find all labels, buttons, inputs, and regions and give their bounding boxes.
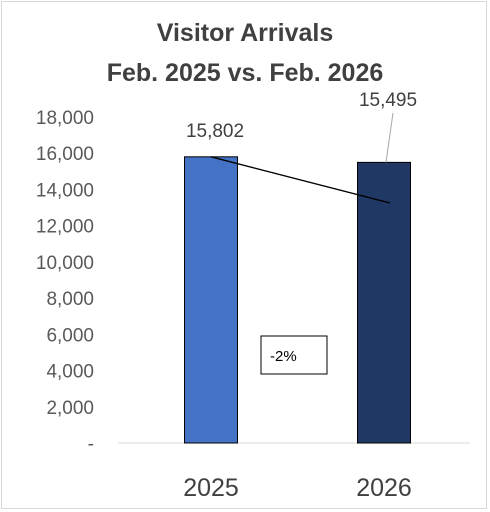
y-tick-label: 4,000 — [46, 362, 94, 383]
data-label-leader-line — [385, 112, 394, 163]
y-tick-label: 8,000 — [46, 289, 94, 310]
y-tick-label: 6,000 — [46, 325, 94, 346]
y-tick-label: 12,000 — [36, 217, 94, 238]
bar-2025 — [184, 156, 238, 444]
x-tick-label: 2025 — [183, 474, 239, 502]
x-axis: 2025 2026 — [183, 474, 412, 502]
y-tick-label: 2,000 — [46, 398, 94, 419]
chart-title-line-1: Visitor Arrivals — [157, 19, 333, 47]
x-tick-label: 2026 — [356, 474, 412, 502]
data-label: 15,495 — [359, 90, 417, 111]
y-tick-label: 14,000 — [36, 180, 94, 201]
percent-change-label: -2% — [270, 348, 297, 365]
data-labels: 15,802 15,495 — [186, 90, 417, 163]
chart-title-line-2: Feb. 2025 vs. Feb. 2026 — [107, 59, 384, 87]
trend-line — [210, 156, 391, 204]
y-tick-label: - — [88, 434, 94, 455]
y-tick-label: 10,000 — [36, 253, 94, 274]
y-axis: - 2,000 4,000 6,000 8,000 10,000 12,000 14,000 1… — [36, 108, 94, 455]
bars — [184, 156, 411, 444]
percent-change-box — [260, 335, 328, 375]
y-tick-label: 18,000 — [36, 108, 94, 129]
data-label: 15,802 — [186, 121, 244, 142]
y-tick-label: 16,000 — [36, 144, 94, 165]
bar-2026 — [357, 161, 411, 444]
